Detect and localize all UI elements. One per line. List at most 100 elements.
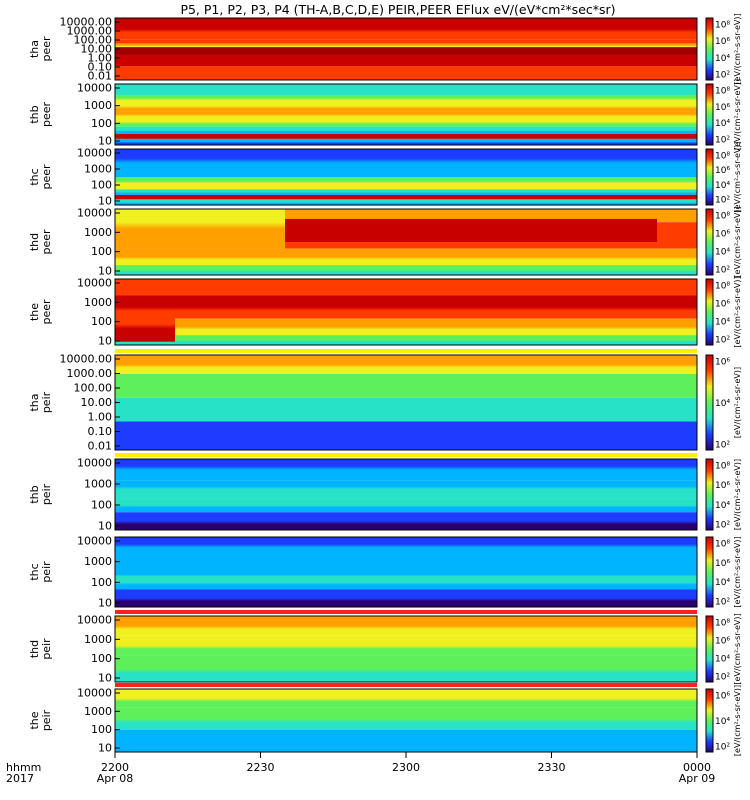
x-tick-label: 2200 — [101, 761, 129, 774]
panel-thd_peir: 10000 1000 100 10 thdpeir 10⁸ 10⁶ 10⁴ 10² [eV/(cm… — [28, 610, 742, 685]
colorbar-tick-label: 10⁴ — [715, 399, 730, 409]
x-tick-label: 2300 — [392, 761, 420, 774]
colorbar-thc_peer: 10⁸ 10⁶ 10⁴ 10² [eV/(cm²-s-sr-eV)] — [705, 141, 742, 213]
colorbar-tick-label: 10⁴ — [715, 717, 730, 727]
y-tick-label: 10 — [98, 742, 112, 755]
y-tick-label: 0.10 — [88, 61, 113, 74]
colorbar-tick-label: 10² — [715, 196, 730, 206]
y-tick-label: 10000.00 — [60, 353, 113, 366]
colorbar-tick-label: 10² — [715, 521, 730, 531]
spectrogram-band — [285, 218, 657, 242]
spectrogram-band — [115, 177, 697, 190]
spectrogram-band — [115, 126, 697, 135]
colorbar-label: [eV/(cm²-s-sr-eV)] — [733, 367, 742, 438]
panel-frame — [114, 148, 698, 206]
colorbar-thb_peer: 10⁸ 10⁶ 10⁴ 10² [eV/(cm²-s-sr-eV)] — [705, 79, 742, 150]
colorbar-tick-label: 10⁴ — [715, 181, 730, 191]
colorbar-tick-label: 10⁶ — [715, 37, 730, 47]
panel-label: thapeer — [28, 36, 53, 62]
y-tick-label: 100 — [91, 315, 112, 328]
figure-title: P5, P1, P2, P3, P4 (TH-A,B,C,D,E) PEIR,P… — [180, 2, 615, 17]
spectrogram-band — [115, 374, 697, 398]
y-tick-label: 1000 — [84, 226, 112, 239]
colorbar-frame — [705, 208, 714, 276]
colorbar-tick-label: 10² — [715, 598, 730, 608]
colorbar-frame — [705, 688, 714, 753]
colorbar-tick-label: 10⁶ — [715, 358, 730, 368]
panel-thc_peir: 10000 1000 100 10 thcpeir 10⁸ 10⁶ 10⁴ 10² [eV/(cm… — [28, 535, 742, 610]
colorbar-frame — [705, 83, 714, 146]
colorbar-thd_peir: 10⁸ 10⁶ 10⁴ 10² [eV/(cm²-s-sr-eV)] — [705, 613, 742, 685]
spectrogram-band — [115, 265, 697, 275]
y-tick-label: 10000 — [77, 687, 112, 700]
y-tick-label: 10 — [98, 520, 112, 533]
colorbar-gradient — [706, 459, 713, 530]
spectrogram-band — [115, 355, 697, 374]
spectrogram-band — [115, 512, 697, 530]
y-tick-label: 0.10 — [88, 425, 113, 438]
y-tick-label: 100 — [91, 499, 112, 512]
colorbar-gradient — [706, 209, 713, 275]
y-tick-label: 0.01 — [88, 440, 113, 453]
spectrogram-band — [115, 39, 697, 46]
spectrogram-band — [115, 589, 697, 607]
spectrogram-band — [115, 537, 697, 558]
spectrogram-band — [115, 279, 697, 296]
panel-label: thapeir — [28, 391, 53, 413]
colorbar-thb_peir: 10⁸ 10⁶ 10⁴ 10² [eV/(cm²-s-sr-eV)] — [705, 458, 742, 531]
colorbar-tick-label: 10² — [715, 266, 730, 276]
y-tick-label: 1000 — [84, 633, 112, 646]
x-unit-label: hhmm — [6, 761, 41, 774]
y-tick-label: 10000.00 — [60, 16, 113, 29]
y-tick-label: 1000.00 — [67, 25, 113, 38]
panel-frame — [114, 278, 698, 346]
colorbar-tick-label: 10⁸ — [715, 212, 730, 222]
colorbar-the_peir: 10⁶ 10⁴ 10² [eV/(cm²-s-sr-eV)] — [705, 685, 742, 756]
spectrogram-band — [115, 18, 697, 40]
y-tick-label: 10 — [98, 135, 112, 148]
spectrogram-band — [115, 729, 697, 752]
colorbar-label: [eV/(cm²-s-sr-eV)] — [733, 79, 742, 150]
colorbar-tick-label: 10⁶ — [715, 166, 730, 176]
colorbar-tick-label: 10⁴ — [715, 578, 730, 588]
spectrogram-band — [115, 655, 697, 682]
colorbar-label: [eV/(cm²-s-sr-eV)] — [733, 536, 742, 607]
spectrogram-band — [115, 480, 697, 499]
panel-label: thcpeir — [28, 561, 53, 583]
colorbar-tick-label: 10² — [715, 673, 730, 683]
colorbar-tha_peer: 10⁸ 10⁶ 10⁴ 10² [eV/(cm²-s-sr-eV)] — [705, 13, 742, 85]
spectrogram-band — [115, 66, 697, 80]
y-tick-label: 100.00 — [74, 382, 113, 395]
y-tick-label: 100 — [91, 117, 112, 130]
spectrogram-band — [115, 335, 697, 345]
colorbar-gradient — [706, 537, 713, 607]
colorbar-tick-label: 10⁶ — [715, 103, 730, 113]
colorbar-label: [eV/(cm²-s-sr-eV)] — [733, 141, 742, 212]
colorbar-tick-label: 10² — [715, 136, 730, 146]
panel-thb_peir: 10000 1000 100 10 thbpeir 10⁸ 10⁶ 10⁴ 10² [eV/(cm… — [28, 453, 742, 533]
colorbar-tick-label: 10⁸ — [715, 87, 730, 97]
colorbar-tick-label: 10⁶ — [715, 481, 730, 491]
spectrogram-band — [115, 689, 697, 708]
y-tick-label: 1000 — [84, 99, 112, 112]
colorbar-label: [eV/(cm²-s-sr-eV)] — [733, 13, 742, 84]
colorbar-tick-label: 10⁶ — [715, 559, 730, 569]
spectrogram-band — [115, 318, 697, 336]
y-tick-label: 10000 — [77, 147, 112, 160]
y-tick-label: 1.00 — [88, 411, 113, 424]
spectrogram-band — [115, 397, 697, 422]
colorbar-tick-label: 10⁴ — [715, 248, 730, 258]
colorbar-label: [eV/(cm²-s-sr-eV)] — [733, 459, 742, 530]
y-tick-label: 100 — [91, 723, 112, 736]
colorbar-tick-label: 10⁶ — [715, 692, 730, 702]
x-tick-date: Apr 08 — [97, 772, 134, 785]
y-tick-label: 10 — [98, 672, 112, 685]
colorbar-tick-label: 10² — [715, 441, 730, 451]
colorbar-frame — [705, 458, 714, 531]
colorbar-thd_peer: 10⁸ 10⁶ 10⁴ 10² [eV/(cm²-s-sr-eV)] — [705, 206, 742, 278]
x-tick-date: Apr 09 — [679, 772, 716, 785]
spectrogram-band — [115, 52, 697, 67]
spectrogram-band — [115, 707, 697, 730]
spectrogram-band — [115, 295, 697, 319]
